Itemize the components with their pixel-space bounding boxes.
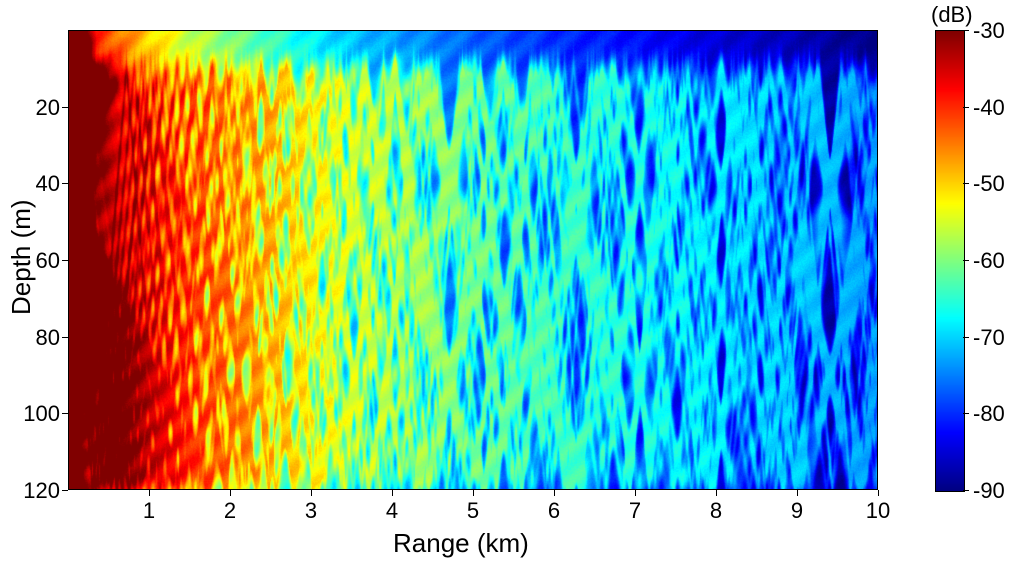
- tick-mark: [554, 490, 555, 496]
- tick-label: 60: [10, 248, 60, 274]
- tick-mark: [963, 490, 969, 491]
- tick-mark: [963, 413, 969, 414]
- colorbar-title: (dB): [931, 2, 973, 28]
- tick-label: 4: [386, 498, 398, 524]
- tick-mark: [392, 490, 393, 496]
- tick-label: -30: [973, 18, 1005, 44]
- tick-mark: [963, 260, 969, 261]
- tick-mark: [62, 107, 68, 108]
- tick-label: -90: [973, 478, 1005, 504]
- tl-heatmap: [68, 30, 878, 490]
- tick-label: 80: [10, 325, 60, 351]
- tick-label: 7: [629, 498, 641, 524]
- tick-mark: [963, 30, 969, 31]
- tick-label: -60: [973, 248, 1005, 274]
- tick-mark: [230, 490, 231, 496]
- tick-label: 3: [305, 498, 317, 524]
- tick-mark: [62, 413, 68, 414]
- tick-label: 5: [467, 498, 479, 524]
- tick-mark: [62, 490, 68, 491]
- tick-label: -80: [973, 401, 1005, 427]
- tick-label: 8: [710, 498, 722, 524]
- tick-label: 120: [10, 478, 60, 504]
- tick-mark: [963, 337, 969, 338]
- tick-mark: [716, 490, 717, 496]
- tick-label: -50: [973, 171, 1005, 197]
- tick-mark: [963, 183, 969, 184]
- tick-label: 40: [10, 171, 60, 197]
- colorbar: [935, 30, 965, 492]
- tick-mark: [797, 490, 798, 496]
- tick-label: 6: [548, 498, 560, 524]
- tick-label: 1: [143, 498, 155, 524]
- tick-label: -40: [973, 95, 1005, 121]
- tick-mark: [149, 490, 150, 496]
- tick-label: 9: [791, 498, 803, 524]
- tick-mark: [311, 490, 312, 496]
- tick-label: 20: [10, 95, 60, 121]
- tick-label: 100: [10, 401, 60, 427]
- tick-mark: [963, 107, 969, 108]
- tick-mark: [878, 490, 879, 496]
- tick-mark: [635, 490, 636, 496]
- tick-mark: [62, 337, 68, 338]
- tick-mark: [62, 183, 68, 184]
- tick-mark: [62, 260, 68, 261]
- tick-label: 2: [224, 498, 236, 524]
- tick-label: -70: [973, 325, 1005, 351]
- x-axis-label: Range (km): [393, 528, 529, 559]
- tick-label: 10: [866, 498, 890, 524]
- figure-area: (dB) Range (km) Depth (m) 12345678910204…: [0, 0, 1024, 570]
- tick-mark: [473, 490, 474, 496]
